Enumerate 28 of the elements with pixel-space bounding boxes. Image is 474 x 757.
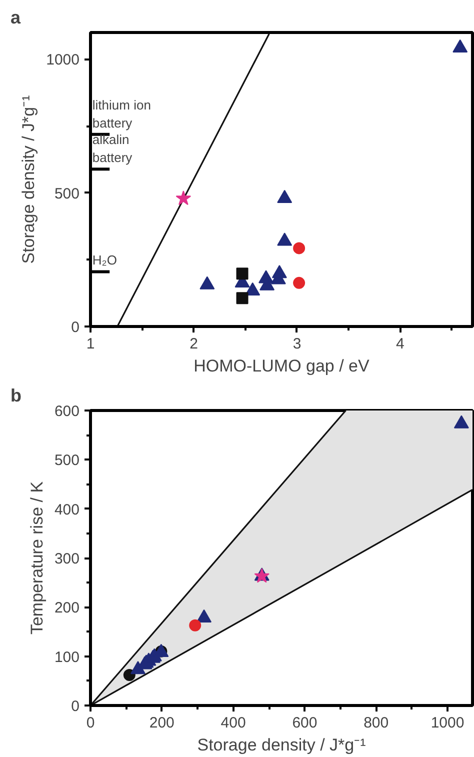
- x-tick-label: 1: [86, 336, 95, 352]
- y-tick-label: 400: [54, 501, 80, 518]
- x-tick-label: 0: [86, 714, 95, 732]
- ref-line-label: H₂O: [92, 252, 117, 268]
- y-tick-label: 100: [54, 648, 80, 666]
- y-tick-label: 1000: [46, 52, 80, 69]
- y-axis-title: Temperature rise / K: [27, 480, 46, 635]
- x-axis-title: HOMO-LUMO gap / eV: [194, 356, 370, 376]
- y-tick-label: 200: [54, 600, 80, 617]
- y-tick-label: 500: [54, 452, 80, 470]
- x-tick-label: 4: [396, 336, 404, 352]
- x-tick-label: 400: [220, 714, 246, 732]
- x-tick-label: 2: [190, 336, 198, 352]
- x-axis-title: Storage density / J*g⁻¹: [197, 736, 366, 754]
- y-axis-title: Storage density / J*g⁻¹: [19, 94, 38, 264]
- chart-title: b: [10, 386, 22, 406]
- x-tick-label: 3: [292, 336, 302, 352]
- y-tick-label: 600: [54, 403, 80, 420]
- x-tick-label: 1000: [430, 714, 464, 732]
- x-tick-label: 600: [292, 714, 318, 732]
- y-tick-label: 300: [54, 550, 80, 568]
- x-tick-label: 800: [364, 714, 389, 732]
- y-tick-label: 0: [71, 319, 80, 336]
- y-tick-label: 0: [71, 698, 80, 715]
- chart-title: a: [10, 8, 22, 28]
- ref-line-label: alkalin battery: [92, 132, 133, 166]
- x-tick-label: 200: [149, 714, 174, 732]
- y-tick-label: 500: [54, 185, 80, 202]
